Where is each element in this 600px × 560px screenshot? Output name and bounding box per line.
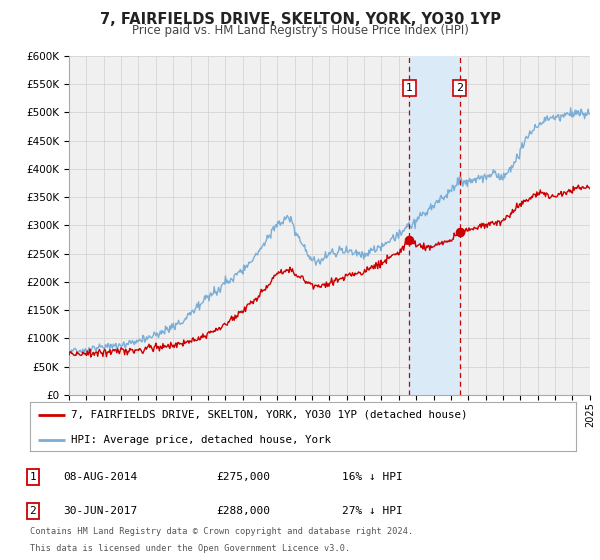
Text: £288,000: £288,000 bbox=[216, 506, 270, 516]
Text: 7, FAIRFIELDS DRIVE, SKELTON, YORK, YO30 1YP: 7, FAIRFIELDS DRIVE, SKELTON, YORK, YO30… bbox=[100, 12, 500, 27]
Point bbox=[455, 228, 464, 237]
Text: £275,000: £275,000 bbox=[216, 472, 270, 482]
Point bbox=[404, 235, 414, 244]
Text: 2: 2 bbox=[29, 506, 37, 516]
Text: 7, FAIRFIELDS DRIVE, SKELTON, YORK, YO30 1YP (detached house): 7, FAIRFIELDS DRIVE, SKELTON, YORK, YO30… bbox=[71, 410, 467, 420]
Bar bbox=[409, 56, 460, 395]
Text: 1: 1 bbox=[406, 83, 413, 93]
Text: 27% ↓ HPI: 27% ↓ HPI bbox=[342, 506, 403, 516]
Text: 2: 2 bbox=[456, 83, 463, 93]
Text: Price paid vs. HM Land Registry's House Price Index (HPI): Price paid vs. HM Land Registry's House … bbox=[131, 24, 469, 36]
Text: 1: 1 bbox=[29, 472, 37, 482]
Text: 08-AUG-2014: 08-AUG-2014 bbox=[63, 472, 137, 482]
Text: HPI: Average price, detached house, York: HPI: Average price, detached house, York bbox=[71, 435, 331, 445]
Text: Contains HM Land Registry data © Crown copyright and database right 2024.: Contains HM Land Registry data © Crown c… bbox=[30, 527, 413, 536]
Text: This data is licensed under the Open Government Licence v3.0.: This data is licensed under the Open Gov… bbox=[30, 544, 350, 553]
Text: 16% ↓ HPI: 16% ↓ HPI bbox=[342, 472, 403, 482]
Text: 30-JUN-2017: 30-JUN-2017 bbox=[63, 506, 137, 516]
